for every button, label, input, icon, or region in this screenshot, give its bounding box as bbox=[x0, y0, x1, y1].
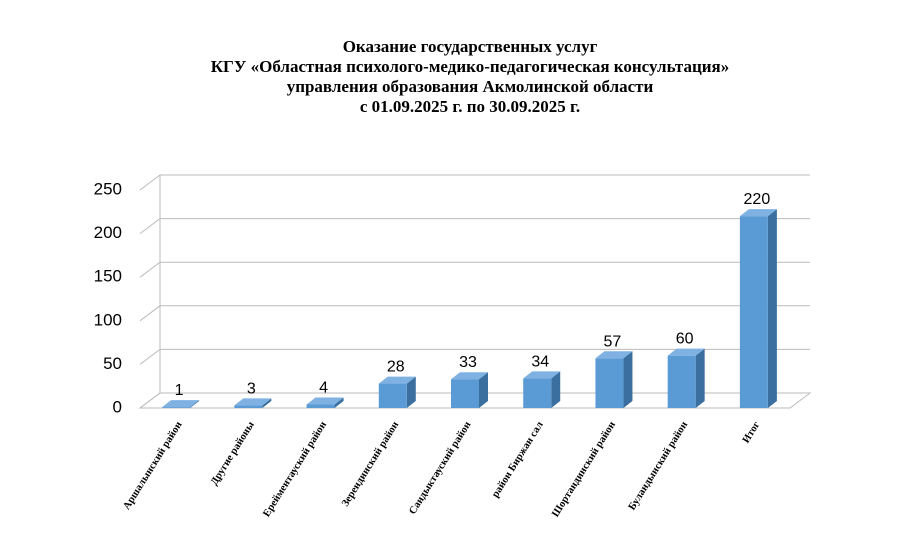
y-tick-label: 100 bbox=[94, 310, 122, 329]
y-tick-label: 0 bbox=[113, 397, 122, 416]
x-tick-label: Ерейментауский район bbox=[261, 420, 329, 519]
bar-front bbox=[739, 216, 768, 408]
bar-front bbox=[234, 405, 263, 408]
x-tick-label: Зерендинский район bbox=[340, 420, 401, 509]
bar-top bbox=[162, 400, 200, 408]
bar-side bbox=[190, 400, 200, 408]
grid-line bbox=[139, 392, 810, 409]
data-label: 4 bbox=[319, 380, 328, 397]
bar-side bbox=[262, 398, 272, 408]
bar-top bbox=[451, 372, 488, 380]
bar bbox=[378, 376, 416, 408]
data-label: 1 bbox=[175, 382, 184, 399]
bar-side bbox=[479, 372, 488, 408]
chart-title: управления образования Акмолинской облас… bbox=[287, 77, 654, 96]
bar bbox=[162, 400, 200, 408]
grid-line bbox=[139, 174, 810, 191]
data-label: 28 bbox=[387, 359, 405, 376]
bar-side bbox=[406, 376, 416, 408]
x-tick-label: Итог bbox=[741, 420, 763, 446]
y-tick-label: 250 bbox=[94, 179, 122, 198]
bar bbox=[523, 371, 561, 408]
grid-line bbox=[139, 305, 810, 322]
bar bbox=[595, 351, 633, 408]
bar-front bbox=[595, 358, 624, 408]
chart-title: КГУ «Областная психолого-медико-педагоги… bbox=[211, 57, 730, 76]
bar bbox=[451, 372, 488, 408]
grid-line bbox=[139, 261, 810, 278]
bar-side bbox=[767, 209, 777, 408]
grid-line bbox=[139, 348, 810, 365]
x-tick-label: Сандыктауский район bbox=[407, 420, 473, 517]
data-label: 3 bbox=[247, 380, 256, 397]
bar-top bbox=[234, 398, 272, 406]
chart-title: Оказание государственных услуг bbox=[343, 37, 598, 56]
data-label: 60 bbox=[676, 331, 694, 348]
bar-side bbox=[695, 348, 705, 408]
grid-line bbox=[139, 218, 810, 234]
bar bbox=[306, 397, 344, 408]
bar-side bbox=[551, 371, 561, 408]
bar bbox=[234, 398, 272, 408]
bar-top bbox=[667, 348, 705, 356]
bar-front bbox=[667, 355, 696, 408]
data-label: 34 bbox=[531, 353, 549, 370]
y-tick-label: 200 bbox=[94, 223, 122, 242]
x-tick-label: Аршалынский район bbox=[121, 420, 184, 512]
bar-front bbox=[523, 378, 552, 408]
bar-front bbox=[451, 379, 479, 408]
bar-top bbox=[306, 397, 344, 405]
bar-top bbox=[739, 209, 777, 217]
x-tick-label: Буландынский район bbox=[627, 420, 691, 513]
bar-front bbox=[378, 383, 407, 408]
data-label: 57 bbox=[604, 333, 622, 350]
bar-top bbox=[523, 371, 561, 379]
bar-side bbox=[334, 397, 344, 408]
data-label: 220 bbox=[744, 191, 771, 208]
data-label: 33 bbox=[459, 354, 477, 371]
bar bbox=[739, 209, 777, 408]
bar-front bbox=[306, 404, 335, 408]
bar bbox=[667, 348, 705, 408]
bar-top bbox=[595, 351, 633, 359]
x-tick-label: район Биржан сал bbox=[490, 420, 546, 500]
bar-front bbox=[162, 407, 191, 408]
chart-title: с 01.09.2025 г. по 30.09.2025 г. bbox=[360, 97, 580, 116]
x-tick-label: Другие районы bbox=[209, 420, 257, 488]
y-tick-label: 150 bbox=[94, 267, 122, 286]
y-tick-label: 50 bbox=[103, 354, 122, 373]
x-tick-label: Шортандинский район bbox=[550, 420, 618, 519]
bar-top bbox=[378, 376, 416, 384]
bar-side bbox=[623, 351, 633, 408]
